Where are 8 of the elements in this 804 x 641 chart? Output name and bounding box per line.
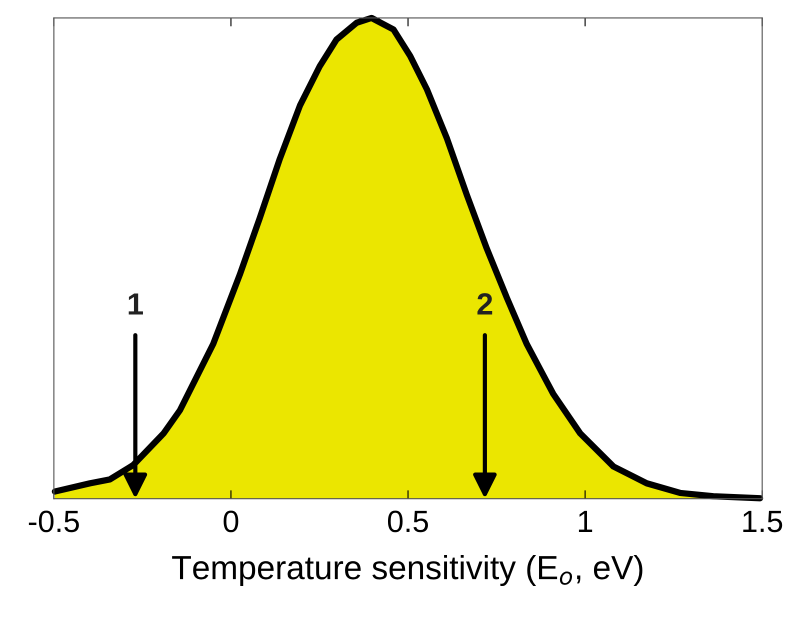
x-tick-label: 0.5	[388, 510, 428, 532]
annotation: 1	[128, 293, 143, 314]
x-tick-label: 0	[224, 510, 238, 532]
x-tick-label: 1	[578, 510, 592, 532]
x-tick-label: 1.5	[743, 510, 782, 532]
x-tick-label: -0.5	[28, 510, 79, 532]
annotation: 2	[477, 293, 492, 314]
x-axis-title: Temperature sensitivity (E$_{o}$, eV)	[172, 554, 642, 586]
